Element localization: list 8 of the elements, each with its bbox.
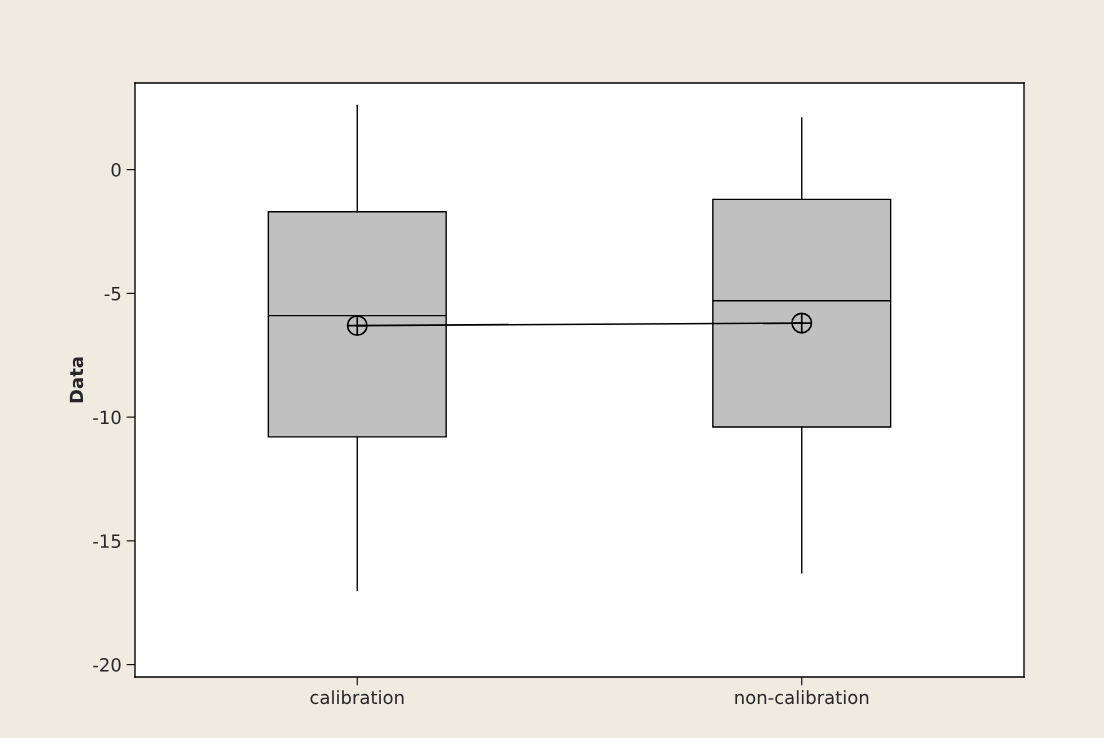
y-tick-label: -5	[104, 287, 121, 301]
x-tick-label: calibration	[310, 690, 404, 705]
y-tick-label: -10	[93, 410, 121, 425]
y-tick-label: -15	[93, 534, 121, 548]
y-axis-title: Data	[69, 357, 84, 403]
x-tick-label: non-calibration	[735, 690, 869, 705]
y-tick-label: 0	[111, 163, 121, 177]
y-tick-label: -20	[93, 658, 121, 672]
